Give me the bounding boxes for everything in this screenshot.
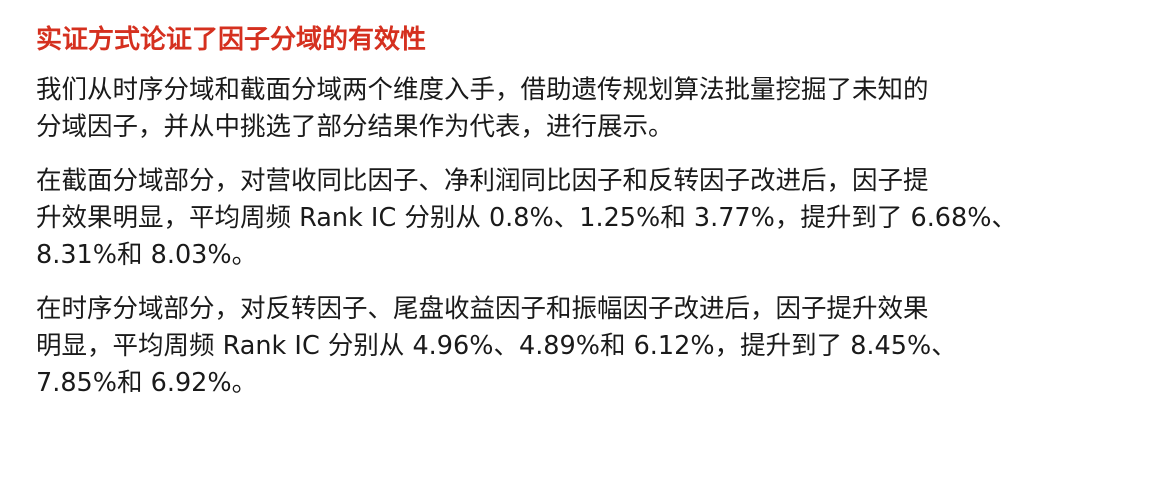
paragraph-line: 明显，平均周频 Rank IC 分别从 4.96%、4.89%和 6.12%，提… — [36, 331, 957, 361]
paragraph-time-series: 在时序分域部分，对反转因子、尾盘收益因子和振幅因子改进后，因子提升效果 明显，平… — [36, 291, 1136, 402]
paragraph-line: 8.31%和 8.03%。 — [36, 240, 258, 270]
paragraph-line: 我们从时序分域和截面分域两个维度入手，借助遗传规划算法批量挖掘了未知的 — [36, 75, 929, 105]
paragraph-line: 7.85%和 6.92%。 — [36, 368, 258, 398]
paragraph-line: 升效果明显，平均周频 Rank IC 分别从 0.8%、1.25%和 3.77%… — [36, 203, 1017, 233]
paragraph-line: 在时序分域部分，对反转因子、尾盘收益因子和振幅因子改进后，因子提升效果 — [36, 294, 929, 324]
paragraph-method: 我们从时序分域和截面分域两个维度入手，借助遗传规划算法批量挖掘了未知的 分域因子… — [36, 72, 1136, 146]
document-body: 实证方式论证了因子分域的有效性 我们从时序分域和截面分域两个维度入手，借助遗传规… — [36, 22, 1136, 419]
paragraph-line: 分域因子，并从中挑选了部分结果作为代表，进行展示。 — [36, 112, 674, 142]
paragraph-cross-section: 在截面分域部分，对营收同比因子、净利润同比因子和反转因子改进后，因子提 升效果明… — [36, 163, 1136, 274]
section-heading: 实证方式论证了因子分域的有效性 — [36, 25, 427, 55]
paragraph-line: 在截面分域部分，对营收同比因子、净利润同比因子和反转因子改进后，因子提 — [36, 166, 929, 196]
